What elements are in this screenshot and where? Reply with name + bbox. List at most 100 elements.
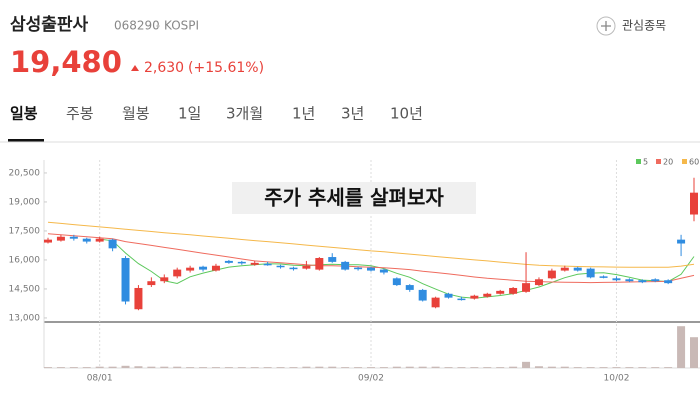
volume-bar: [573, 367, 582, 368]
volume-bar: [302, 366, 311, 368]
candle-body: [315, 258, 324, 270]
volume-bar: [237, 367, 246, 368]
candle-body: [625, 279, 634, 282]
candle-body: [328, 257, 337, 262]
volume-bar: [250, 367, 259, 368]
volume-bar: [211, 367, 220, 368]
legend-swatch: [656, 159, 661, 164]
stock-code: 068290: [114, 19, 160, 33]
watch-label: 관심종목: [622, 19, 666, 33]
candle-body: [147, 281, 156, 286]
y-tick-label: 19,000: [9, 197, 41, 207]
volume-bar: [651, 367, 660, 368]
change-pct: (+15.61%): [188, 60, 264, 76]
candle-body: [470, 295, 479, 299]
candle-body: [690, 192, 698, 215]
overlay-bg: [232, 182, 476, 214]
legend-swatch: [636, 159, 641, 164]
volume-bar: [263, 367, 272, 368]
legend-label: 60: [689, 158, 699, 167]
tab[interactable]: 10년: [390, 105, 423, 123]
candle-body: [263, 263, 272, 266]
x-tick-label: 08/01: [87, 374, 113, 384]
candle-body: [276, 265, 285, 268]
volume-bar: [95, 366, 104, 368]
plot: 20,500 19,000 17,500 16,000 14,500 13,000 08/0…: [9, 158, 700, 384]
volume-bar: [534, 366, 543, 368]
volume-bar: [509, 366, 518, 368]
volume-bar: [664, 367, 673, 368]
ma-line: [47, 221, 695, 268]
tab[interactable]: 주봉: [66, 105, 94, 123]
volume-bar: [392, 366, 401, 368]
stock-name: 삼성출판사: [10, 15, 89, 35]
active-tab-underline: [8, 139, 44, 142]
candle-body: [444, 293, 453, 298]
volume-bar: [612, 367, 621, 368]
candle-body: [186, 267, 195, 271]
tabs: 일봉 주봉 월봉 1일 3개월 1년 3년 10년: [8, 105, 423, 142]
volume-bar: [496, 367, 505, 368]
volume-bar: [147, 366, 156, 368]
tab[interactable]: 일봉: [10, 105, 38, 123]
tab[interactable]: 1일: [178, 105, 201, 123]
volume-bar: [328, 366, 337, 368]
volume-bar: [82, 367, 91, 368]
candle-body: [509, 287, 518, 294]
volume-bar: [690, 337, 698, 368]
legend-label: 5: [643, 158, 648, 167]
volume-bar: [108, 366, 117, 368]
candle-body: [573, 267, 582, 271]
candle-body: [134, 287, 143, 310]
volume-bar: [367, 367, 375, 368]
y-tick-label: 17,500: [9, 226, 41, 236]
candle-body: [379, 269, 388, 273]
volume-bar: [289, 367, 298, 368]
tab[interactable]: 3년: [341, 105, 364, 123]
candle-body: [250, 262, 259, 265]
tab[interactable]: 1년: [292, 105, 315, 123]
legend-label: 20: [663, 158, 673, 167]
volume-bar: [379, 367, 388, 368]
y-tick-label: 20,500: [9, 168, 41, 178]
candle-body: [341, 261, 350, 270]
volume-bar: [160, 366, 169, 368]
candle-body: [82, 238, 91, 242]
tab[interactable]: 3개월: [226, 105, 263, 123]
volume-bar: [677, 326, 686, 368]
up-arrow: [131, 65, 139, 71]
volume-bar: [444, 367, 453, 368]
tab[interactable]: 월봉: [122, 105, 150, 123]
plus-circle: [596, 16, 616, 36]
candle-body: [612, 278, 621, 281]
volume-bar: [56, 367, 65, 368]
volume-bar: [599, 367, 608, 368]
x-tick-label: 10/02: [604, 374, 630, 384]
volume-bar: [173, 366, 182, 368]
y-tick-label: 16,000: [9, 255, 41, 265]
candle-body: [121, 258, 130, 302]
candle-body: [108, 239, 117, 249]
candle-body: [664, 280, 673, 284]
candle-body: [677, 239, 686, 244]
candle-body: [160, 277, 169, 282]
legend-swatch: [682, 159, 687, 164]
volume-bar: [547, 366, 556, 368]
candle-body: [431, 297, 440, 308]
volume-bar: [121, 365, 130, 368]
market: KOSPI: [164, 19, 199, 33]
candle-body: [69, 236, 78, 239]
candle-body: [418, 289, 427, 301]
candle-body: [302, 265, 311, 269]
volume-bar: [134, 366, 143, 368]
volume-bar: [560, 366, 569, 368]
y-tick-label: 13,000: [9, 313, 41, 323]
candle-body: [599, 276, 608, 278]
volume-bar: [44, 367, 52, 368]
candle-body: [405, 285, 414, 290]
watch-button[interactable]: 관심종목: [596, 16, 666, 36]
candle-body: [651, 279, 660, 282]
volume-bar: [69, 367, 78, 368]
volume-bar: [224, 367, 233, 368]
